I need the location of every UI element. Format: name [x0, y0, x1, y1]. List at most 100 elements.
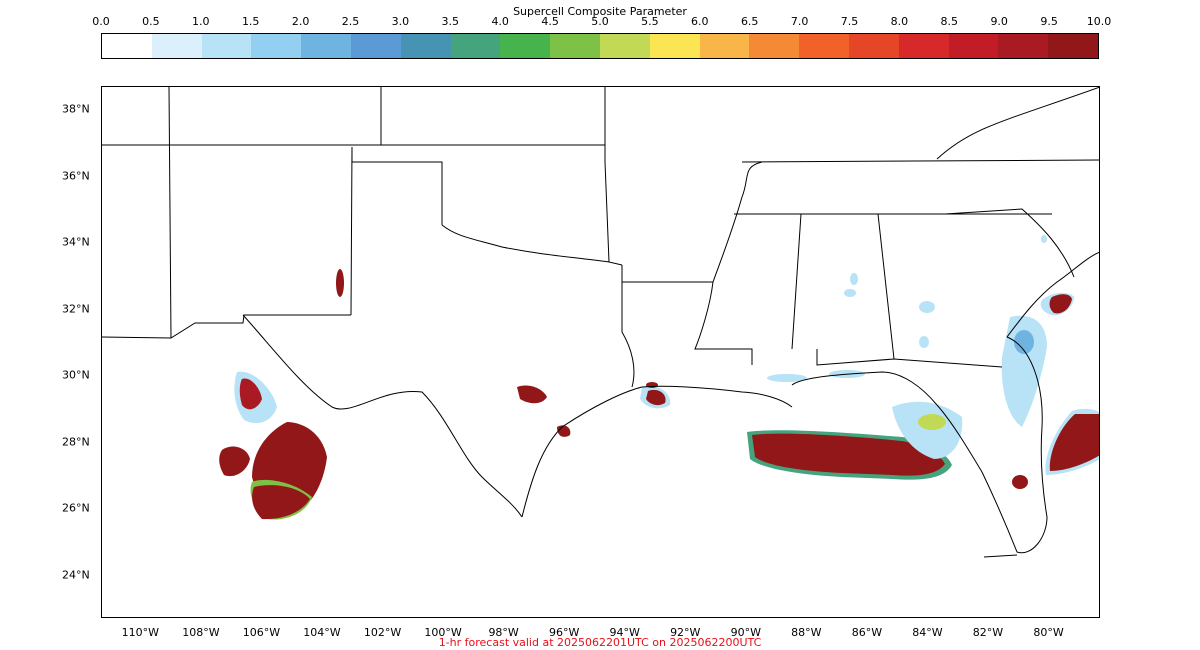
longitude-label: 110°W: [121, 626, 160, 639]
colorbar-tick-label: 2.0: [291, 15, 310, 28]
tennessee-kentucky-border: [741, 159, 1099, 163]
scp-region-far-west-texas-cells: [239, 378, 262, 410]
scp-region-gulf: [752, 433, 945, 476]
colorbar-segment: [848, 34, 899, 58]
colorbar-tick-label: 9.0: [990, 15, 1008, 28]
colorbar-segment: [201, 34, 252, 58]
longitude-label: 108°W: [182, 626, 220, 639]
colorbar-segment: [799, 34, 849, 58]
colorbar-tick-label: 2.5: [341, 15, 360, 28]
colorbar-tick-label: 7.0: [790, 15, 809, 28]
colorbar-segment: [1048, 34, 1098, 58]
atlantic-coastline-georgia-carolina: [1006, 251, 1099, 338]
colorbar-segment: [102, 34, 152, 58]
colorbar-segment: [599, 34, 650, 58]
texas-red-river-border: [441, 224, 610, 263]
colorbar-segment: [350, 34, 401, 58]
colorbar-segment: [151, 34, 202, 58]
scp-region-mexico-south: [252, 485, 310, 520]
oklahoma-panhandle-border: [351, 147, 443, 225]
colorbar-tick-label: 1.0: [192, 15, 210, 28]
scp-region-big-bend: [892, 401, 963, 459]
colorbar-tick-label: 4.0: [491, 15, 509, 28]
colorbar-segment: [550, 34, 600, 58]
longitude-label: 94°W: [609, 626, 640, 639]
colorbar-segment: [500, 34, 551, 58]
alabama-georgia-border: [877, 213, 895, 360]
scp-region-chihuahua: [219, 446, 250, 477]
forecast-valid-time: 1-hr forecast valid at 2025062201UTC on …: [438, 636, 762, 649]
scp-region-florida-interior: [1001, 315, 1047, 427]
colorbar-tick-label: 3.5: [441, 15, 460, 28]
scp-cell-alabama-1: [850, 273, 858, 285]
colorbar-tick-label: 10.0: [1086, 15, 1112, 28]
colorbar-tick-label: 5.0: [591, 15, 609, 28]
florida-keys: [983, 554, 1018, 558]
colorbar-tick-label: 5.5: [641, 15, 659, 28]
scp-region-big-bend-core: [918, 414, 946, 430]
gulf-coastline-mississippi-alabama: [791, 371, 938, 406]
longitude-label: 88°W: [791, 626, 822, 639]
new-mexico-mexico-border: [102, 314, 351, 339]
colorbar-segment: [400, 34, 451, 58]
colorbar-tick-label: 3.0: [391, 15, 410, 28]
scp-cell-north-carolina: [1041, 235, 1047, 243]
georgia-florida-border: [816, 349, 1003, 368]
colorbar-tick-label: 4.5: [541, 15, 559, 28]
latitude-label: 26°N: [62, 501, 90, 515]
forecast-shading: [219, 235, 1099, 520]
longitude-label: 86°W: [851, 626, 883, 639]
colorbar-segment: [948, 34, 999, 58]
scp-cell-louisiana-coast: [646, 382, 658, 388]
mexico-texas-river-border: [242, 314, 523, 518]
scp-cell-georgia-2: [919, 336, 929, 348]
arizona-new-mexico-border: [168, 87, 172, 339]
scp-cell-south-florida: [1012, 475, 1028, 489]
latitude-label: 28°N: [62, 435, 90, 449]
louisiana-mississippi-border: [694, 281, 753, 365]
scp-region-florida-core: [1014, 330, 1034, 354]
colorbar-tick-label: 0.5: [142, 15, 160, 28]
colorbar-tick-label: 7.5: [840, 15, 859, 28]
gulf-coastline-texas-louisiana: [521, 385, 793, 518]
texas-louisiana-border: [621, 265, 635, 388]
colorbar-segment: [251, 34, 302, 58]
colorbar-segment: [898, 34, 949, 58]
scp-region-texas-coast: [557, 425, 571, 437]
colorbar-segment: [749, 34, 800, 58]
longitude-label: 84°W: [912, 626, 943, 639]
mississippi-alabama-border: [791, 213, 802, 350]
georgia-carolina-border: [944, 208, 1075, 278]
colorbar-segment: [301, 34, 351, 58]
colorbar-tick-label: 1.5: [241, 15, 260, 28]
virginia-border: [936, 87, 1099, 160]
colorbar-tick-label: 6.5: [740, 15, 759, 28]
longitude-label: 82°W: [972, 626, 1004, 639]
latitude-label: 34°N: [62, 235, 90, 249]
latitude-label: 24°N: [62, 568, 90, 582]
map-panel[interactable]: [101, 86, 1100, 618]
scp-region-central-texas: [517, 385, 547, 404]
oklahoma-arkansas-border: [604, 161, 623, 266]
longitude-label: 102°W: [363, 626, 402, 639]
colorbar-segment: [450, 34, 501, 58]
florida-peninsula-coastline: [936, 336, 1048, 554]
longitude-label: 104°W: [303, 626, 341, 639]
colorbar-title: Supercell Composite Parameter: [513, 5, 687, 18]
colorbar-segment: [699, 34, 750, 58]
longitude-label: 98°W: [488, 626, 519, 639]
longitude-label: 90°W: [730, 626, 761, 639]
scp-cell-alabama-2: [844, 289, 856, 297]
colorbar-tick-label: 8.0: [890, 15, 909, 28]
latitude-label: 32°N: [62, 302, 90, 316]
longitude-label: 92°W: [670, 626, 701, 639]
scp-cell-mississippi-coast: [767, 374, 807, 382]
longitude-label: 106°W: [242, 626, 281, 639]
scp-cell-new-mexico: [336, 269, 344, 297]
colorbar-tick-label: 6.0: [691, 15, 709, 28]
colorbar-segment: [998, 34, 1049, 58]
latitude-label: 30°N: [62, 368, 90, 382]
scp-region-carolina-core: [1049, 294, 1072, 314]
map-svg: [102, 87, 1099, 558]
latitude-label: 38°N: [62, 102, 90, 116]
